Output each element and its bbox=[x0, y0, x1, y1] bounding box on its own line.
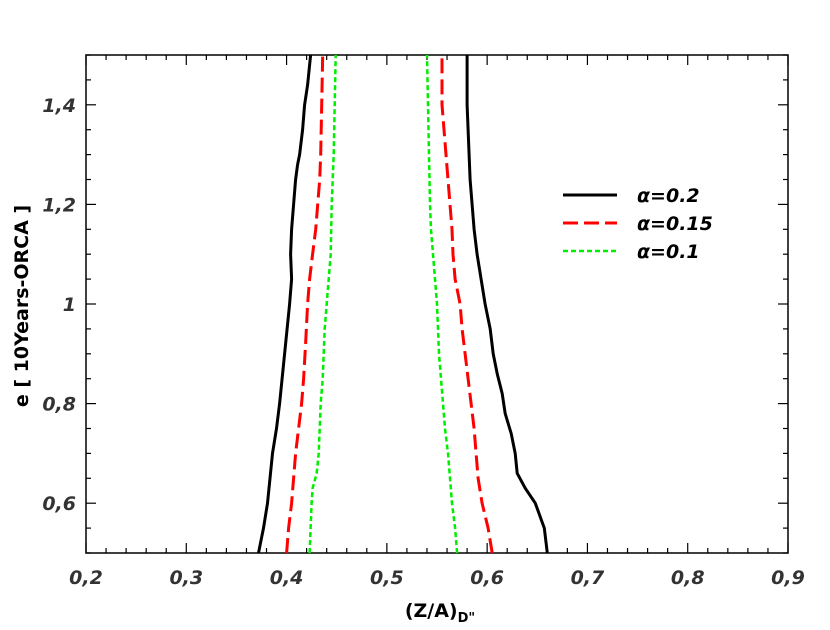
x-tick-label: 0,3 bbox=[169, 567, 203, 589]
legend-label: α=0.1 bbox=[637, 241, 700, 263]
x-axis-title-main: (Z/A) bbox=[405, 600, 458, 622]
x-tick-label: 0,5 bbox=[370, 567, 404, 589]
y-tick-label: 1,4 bbox=[42, 95, 76, 117]
series-0-right-contour bbox=[465, 55, 549, 554]
x-tick-label: 0,7 bbox=[571, 567, 605, 589]
tick-marks bbox=[85, 54, 789, 554]
x-axis-title: (Z/A)D" bbox=[405, 600, 475, 626]
series-1-left-contour bbox=[285, 54, 325, 554]
y-axis-title: e [ 10Years-ORCA ] bbox=[11, 205, 33, 407]
y-tick-label: 0,6 bbox=[42, 493, 76, 515]
legend: α=0.2 α=0.15 α=0.1 bbox=[563, 185, 713, 263]
series-2-left-contour bbox=[308, 54, 337, 554]
legend-label: α=0.15 bbox=[637, 213, 713, 235]
x-tick-label: 0,4 bbox=[270, 567, 304, 589]
x-tick-label: 0,9 bbox=[771, 567, 805, 589]
y-tick-label: 1,2 bbox=[42, 194, 76, 216]
x-tick-label: 0,8 bbox=[671, 567, 705, 589]
x-tick-labels: 0,2 0,3 0,4 0,5 0,6 0,7 0,8 0,9 bbox=[69, 567, 805, 589]
y-tick-label: 1 bbox=[63, 294, 76, 316]
series-layer bbox=[257, 54, 549, 554]
legend-label: α=0.2 bbox=[637, 185, 700, 207]
y-tick-label: 0,8 bbox=[42, 394, 76, 416]
x-tick-label: 0,2 bbox=[69, 567, 103, 589]
series-1-right-contour bbox=[440, 55, 494, 554]
x-tick-label: 0,6 bbox=[470, 567, 504, 589]
y-tick-labels: 0,6 0,8 1 1,2 1,4 bbox=[42, 95, 76, 515]
series-0-left-contour bbox=[257, 54, 313, 554]
series-2-right-contour bbox=[425, 54, 459, 554]
x-axis-title-subscript: D" bbox=[458, 611, 476, 626]
